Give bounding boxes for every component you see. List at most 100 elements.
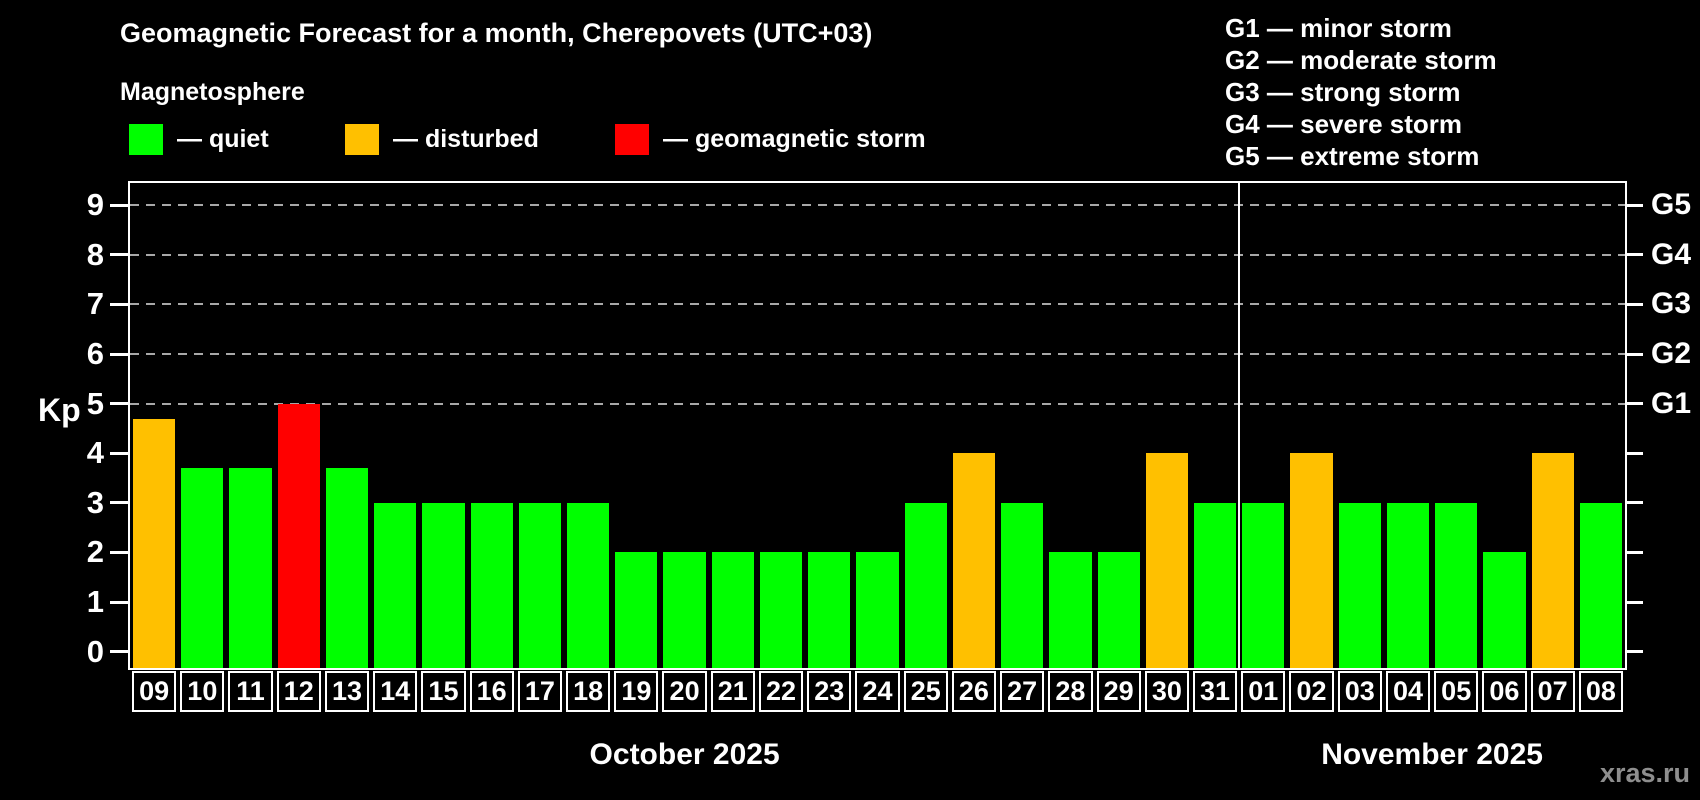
day-label-13: 13 bbox=[324, 671, 370, 712]
y-tick-5 bbox=[110, 402, 130, 406]
day-label-14: 14 bbox=[373, 671, 418, 712]
quiet-label: — quiet bbox=[177, 124, 269, 153]
storm-scale-g1: G1 — minor storm bbox=[1225, 13, 1452, 43]
g-scale-label-G4: G4 bbox=[1651, 237, 1692, 271]
right-tick-3 bbox=[1625, 501, 1643, 505]
month-label-1: November 2025 bbox=[1321, 738, 1543, 771]
day-label-29: 29 bbox=[1096, 671, 1141, 712]
storm-label: — geomagnetic storm bbox=[663, 124, 926, 153]
right-tick-0 bbox=[1625, 650, 1643, 654]
day-label-02: 02 bbox=[1289, 671, 1334, 712]
y-tick-label-4: 4 bbox=[86, 435, 104, 471]
y-tick-0 bbox=[110, 650, 130, 654]
kp-bar-day-22 bbox=[759, 552, 803, 668]
storm-scale-g4: G4 — severe storm bbox=[1225, 109, 1463, 139]
right-tick-6 bbox=[1625, 352, 1643, 356]
kp-bar-day-12 bbox=[277, 403, 320, 668]
y-tick-label-3: 3 bbox=[86, 484, 104, 520]
storm-scale-g3: G3 — strong storm bbox=[1225, 77, 1461, 107]
kp-bar-day-10 bbox=[181, 468, 224, 668]
day-label-20: 20 bbox=[662, 671, 707, 712]
y-tick-label-5: 5 bbox=[86, 385, 104, 421]
day-label-25: 25 bbox=[903, 671, 948, 712]
day-label-21: 21 bbox=[710, 671, 755, 712]
kp-bar-day-01 bbox=[1242, 502, 1285, 668]
kp-bar-day-15 bbox=[422, 502, 465, 668]
y-tick-1 bbox=[110, 600, 130, 604]
day-label-18: 18 bbox=[566, 671, 611, 712]
kp-bar-day-23 bbox=[808, 552, 851, 668]
kp-bar-day-13 bbox=[325, 468, 369, 668]
storm-scale-g2: G2 — moderate storm bbox=[1225, 45, 1497, 75]
kp-bar-day-19 bbox=[615, 552, 658, 668]
kp-bar-day-30 bbox=[1145, 453, 1188, 668]
y-axis-title: Kp bbox=[38, 392, 81, 428]
y-tick-label-7: 7 bbox=[86, 286, 104, 322]
y-tick-8 bbox=[110, 253, 130, 257]
kp-bar-day-11 bbox=[229, 468, 272, 668]
day-label-24: 24 bbox=[855, 671, 900, 712]
storm-scale-legend: G1 — minor storm G2 — moderate storm G3 … bbox=[1225, 12, 1497, 172]
kp-bar-day-07 bbox=[1531, 453, 1574, 668]
day-label-07: 07 bbox=[1530, 671, 1575, 712]
day-label-12: 12 bbox=[276, 671, 321, 712]
legend-item-storm: — geomagnetic storm bbox=[615, 123, 926, 155]
plot-area bbox=[130, 183, 1625, 668]
g-scale-label-G2: G2 bbox=[1651, 337, 1692, 371]
gridline-8 bbox=[130, 253, 1625, 256]
kp-bar-day-31 bbox=[1193, 502, 1237, 668]
kp-bar-day-08 bbox=[1579, 502, 1622, 668]
kp-bar-day-02 bbox=[1290, 453, 1333, 668]
day-label-26: 26 bbox=[951, 671, 997, 712]
storm-color-swatch bbox=[615, 123, 649, 155]
watermark: xras.ru bbox=[1599, 758, 1690, 788]
right-tick-2 bbox=[1625, 550, 1643, 554]
month-label-0: October 2025 bbox=[589, 738, 780, 771]
legend-item-quiet: — quiet bbox=[129, 123, 269, 155]
kp-bar-day-05 bbox=[1435, 502, 1478, 668]
y-tick-label-2: 2 bbox=[86, 534, 104, 570]
kp-bar-day-14 bbox=[374, 502, 417, 668]
day-label-28: 28 bbox=[1048, 671, 1093, 712]
right-tick-1 bbox=[1625, 600, 1643, 604]
month-separator-line bbox=[1238, 183, 1241, 668]
day-label-31: 31 bbox=[1192, 671, 1238, 712]
g-scale-label-G3: G3 bbox=[1651, 287, 1692, 321]
page-title: Geomagnetic Forecast for a month, Cherep… bbox=[120, 18, 873, 48]
kp-bar-day-24 bbox=[856, 552, 899, 668]
day-label-04: 04 bbox=[1385, 671, 1431, 712]
kp-bar-day-25 bbox=[904, 502, 947, 668]
storm-scale-g5: G5 — extreme storm bbox=[1225, 141, 1480, 171]
y-tick-label-9: 9 bbox=[86, 187, 104, 223]
right-tick-7 bbox=[1625, 302, 1643, 306]
disturbed-label: — disturbed bbox=[393, 124, 539, 153]
quiet-color-swatch bbox=[129, 123, 163, 155]
chart-subtitle: Magnetosphere bbox=[120, 78, 305, 106]
y-tick-3 bbox=[110, 501, 130, 505]
kp-bar-day-09 bbox=[133, 418, 176, 668]
day-label-06: 06 bbox=[1482, 671, 1527, 712]
disturbed-color-swatch bbox=[345, 123, 379, 155]
kp-bar-day-27 bbox=[1001, 502, 1044, 668]
y-tick-label-0: 0 bbox=[86, 633, 104, 669]
day-label-16: 16 bbox=[469, 671, 514, 712]
y-tick-9 bbox=[110, 203, 130, 207]
day-label-15: 15 bbox=[421, 671, 466, 712]
y-tick-6 bbox=[110, 352, 130, 356]
day-label-08: 08 bbox=[1578, 671, 1623, 712]
y-tick-7 bbox=[110, 302, 130, 306]
right-tick-4 bbox=[1625, 451, 1643, 455]
day-label-22: 22 bbox=[758, 671, 804, 712]
kp-bar-day-18 bbox=[567, 502, 610, 668]
day-label-09: 09 bbox=[132, 671, 177, 712]
gridline-7 bbox=[130, 303, 1625, 306]
g-scale-label-G5: G5 bbox=[1651, 188, 1692, 222]
day-label-11: 11 bbox=[228, 671, 273, 712]
y-tick-4 bbox=[110, 451, 130, 455]
day-label-10: 10 bbox=[180, 671, 225, 712]
day-label-01: 01 bbox=[1241, 671, 1286, 712]
day-label-05: 05 bbox=[1434, 671, 1479, 712]
right-tick-8 bbox=[1625, 253, 1643, 257]
right-tick-5 bbox=[1625, 402, 1643, 406]
